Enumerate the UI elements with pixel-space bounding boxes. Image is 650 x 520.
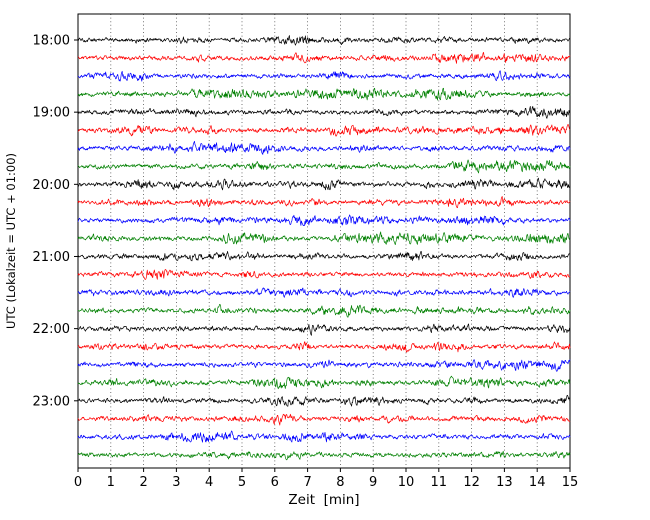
x-tick-label: 13: [496, 475, 513, 490]
seismogram-trace: [77, 413, 571, 426]
x-tick-label: 11: [431, 475, 448, 490]
x-tick-label: 7: [303, 475, 311, 490]
seismogram-trace: [77, 269, 571, 280]
seismogram-trace: [77, 231, 571, 246]
x-tick-label: 14: [529, 475, 546, 490]
x-tick-label: 6: [271, 475, 279, 490]
seismogram-trace: [77, 394, 571, 407]
x-tick-label: 15: [562, 475, 579, 490]
seismogram-trace: [77, 430, 571, 443]
seismogram-trace: [77, 70, 571, 82]
seismogram-trace: [77, 140, 571, 155]
seismogram-trace: [77, 196, 571, 209]
x-axis-label: Zeit [min]: [288, 492, 359, 508]
x-tick-label: 1: [107, 475, 115, 490]
seismogram-trace: [77, 123, 571, 137]
seismogram-trace: [77, 304, 571, 318]
seismogram-trace: [77, 214, 571, 226]
seismogram-trace: [77, 450, 571, 461]
seismogram-trace: [77, 87, 571, 101]
x-tick-label: 4: [205, 475, 213, 490]
seismogram-trace: [78, 323, 571, 336]
y-axis-label: UTC (Lokalzeit = UTC + 01:00): [4, 153, 18, 329]
seismogram-trace: [77, 35, 571, 46]
x-tick-label: 9: [369, 475, 377, 490]
x-tick-label: 0: [74, 475, 82, 490]
x-tick-label: 10: [398, 475, 415, 490]
x-tick-label: 2: [139, 475, 147, 490]
y-tick-label: 19:00: [33, 106, 70, 121]
x-tick-label: 8: [336, 475, 344, 490]
y-tick-label: 18:00: [33, 34, 70, 49]
x-tick-label: 12: [463, 475, 480, 490]
y-tick-label: 22:00: [33, 322, 70, 337]
plot-border: [77, 13, 571, 469]
y-tick-label: 23:00: [33, 394, 70, 409]
seismogram-trace: [77, 375, 571, 390]
seismogram-trace: [77, 251, 571, 262]
seismogram-trace: [77, 106, 571, 119]
x-tick-label: 5: [238, 475, 246, 490]
seismogram-trace: [77, 159, 571, 174]
y-tick-label: 21:00: [33, 250, 70, 265]
seismogram-trace: [77, 287, 571, 298]
seismogram-trace: [77, 341, 571, 353]
seismogram-trace: [77, 52, 571, 64]
x-tick-label: 3: [172, 475, 180, 490]
y-tick-label: 20:00: [33, 178, 70, 193]
seismogram-trace: [77, 177, 571, 191]
seismogram-trace: [77, 359, 571, 372]
